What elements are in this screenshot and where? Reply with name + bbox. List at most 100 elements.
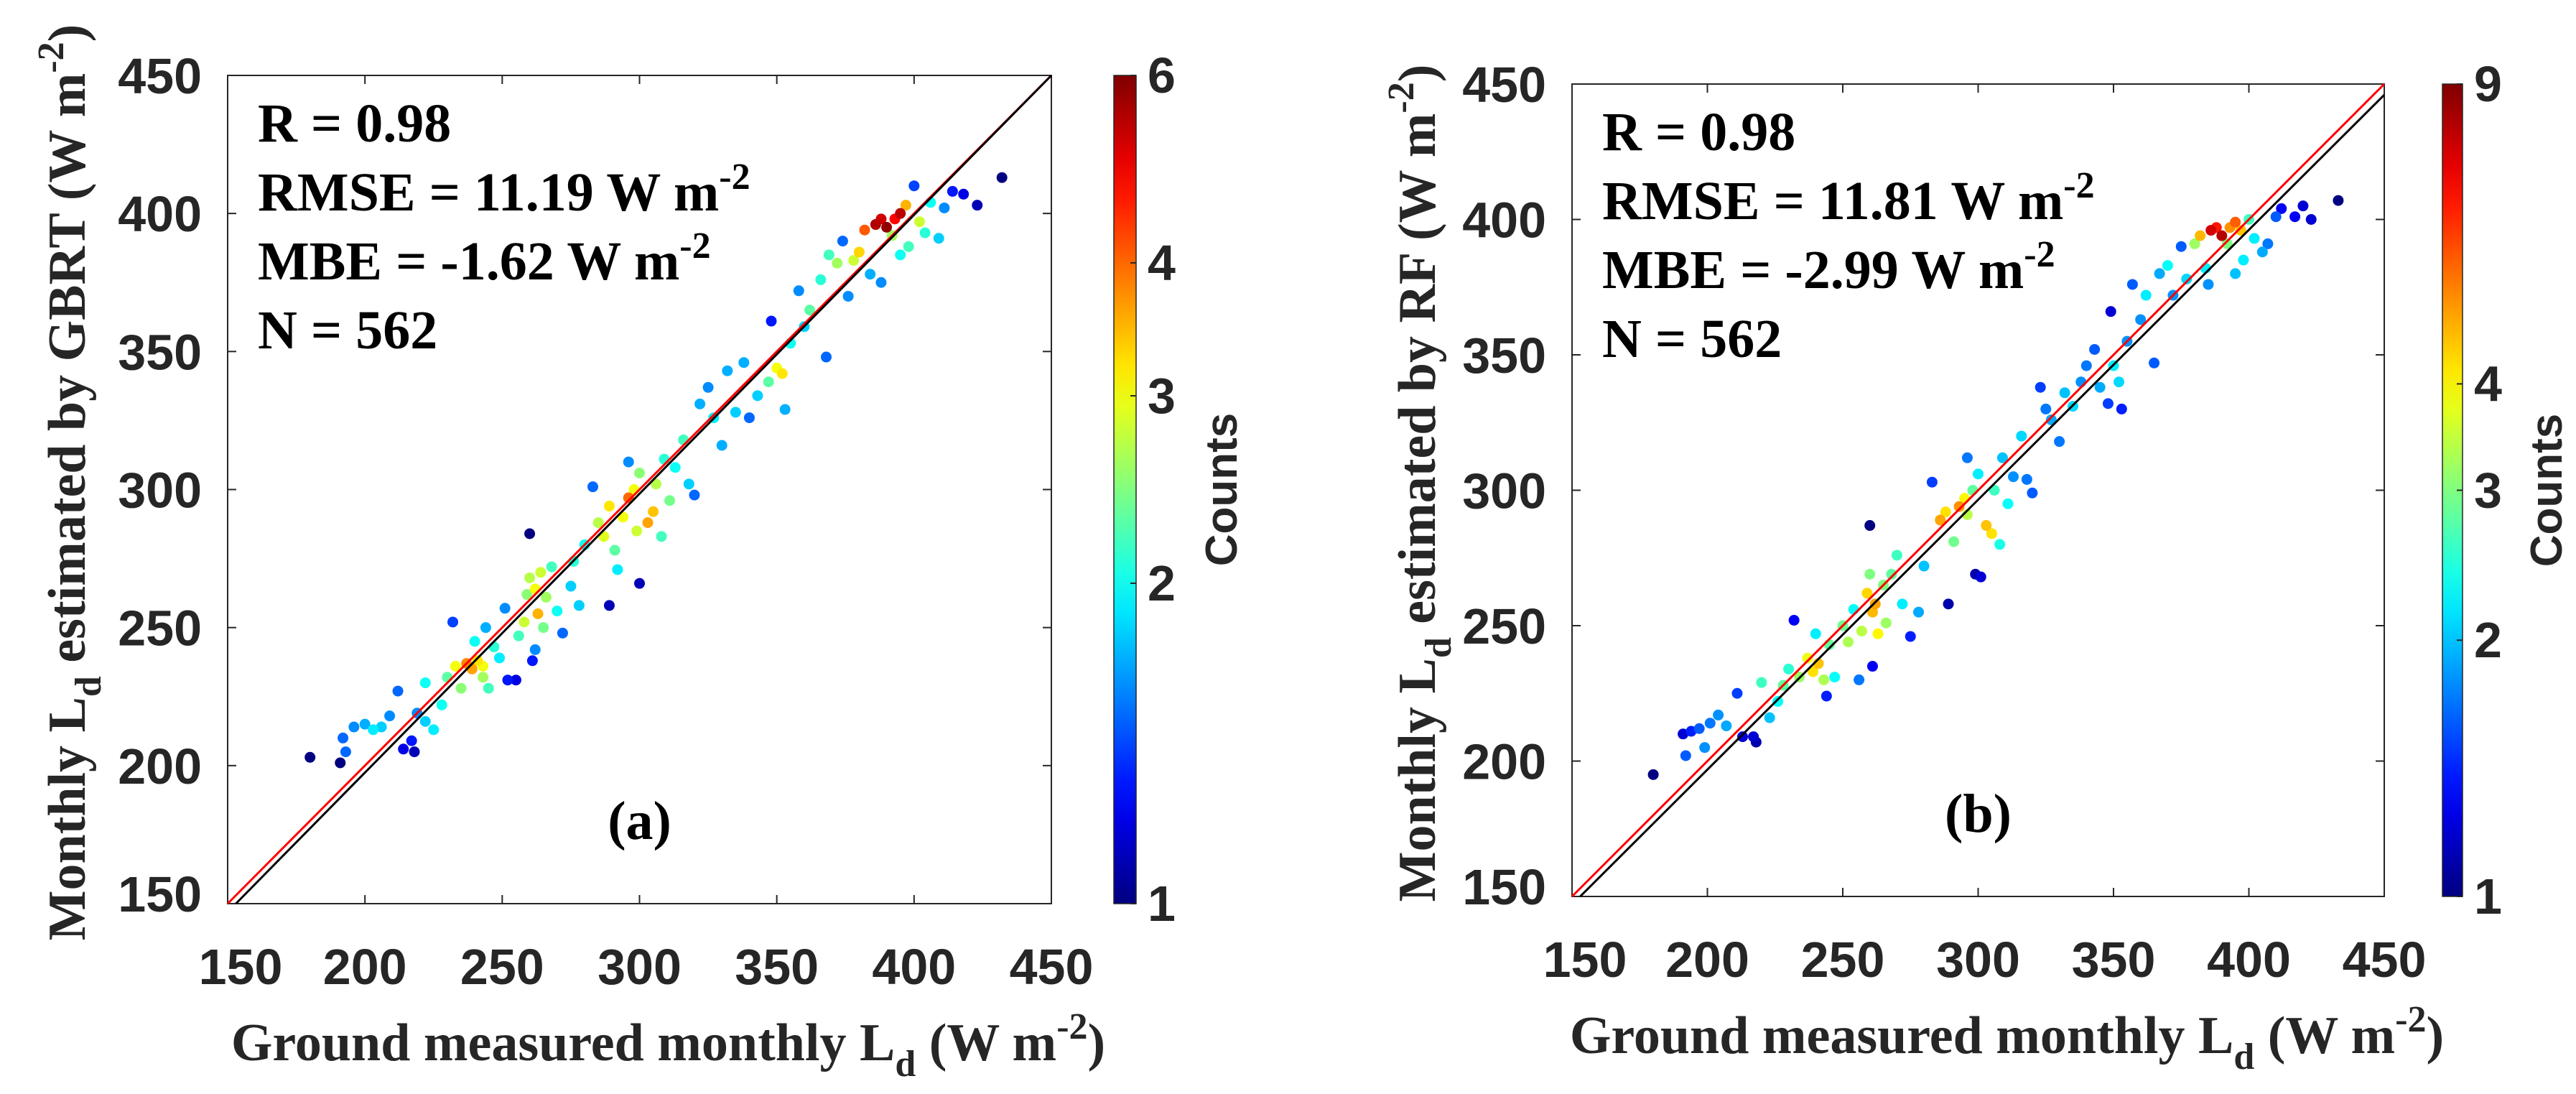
data-point — [587, 481, 599, 493]
data-point — [335, 757, 346, 769]
data-point — [469, 636, 480, 647]
data-point — [1913, 606, 1925, 618]
y-tick-label: 350 — [1462, 328, 1546, 384]
data-point — [1854, 674, 1865, 685]
stats-line: RMSE = 11.19 W m-2 — [258, 157, 750, 223]
data-point — [1843, 636, 1854, 648]
data-point — [603, 501, 615, 512]
data-point — [832, 257, 843, 269]
colorbar-tick-label: 3 — [1148, 368, 1176, 424]
data-point — [499, 603, 511, 614]
x-tick-label: 350 — [735, 939, 819, 995]
y-tick-label: 150 — [1462, 859, 1546, 915]
data-point — [1721, 720, 1732, 731]
x-tick-label: 450 — [2343, 932, 2427, 988]
data-point — [743, 412, 755, 424]
data-point — [612, 564, 623, 575]
data-point — [2054, 436, 2065, 448]
data-point — [2289, 211, 2301, 223]
data-point — [1731, 687, 1743, 699]
data-point — [683, 478, 694, 490]
y-tick-label: 300 — [118, 463, 202, 519]
data-point — [1948, 536, 1960, 547]
data-point — [2094, 381, 2106, 393]
data-point — [1848, 603, 1859, 615]
data-point — [1680, 750, 1691, 761]
data-point — [455, 682, 467, 694]
label-text: ) — [38, 24, 97, 42]
stats-text: RMSE = 11.19 W m — [258, 162, 719, 223]
label-text: Ground measured monthly L — [231, 1014, 896, 1072]
stats-superscript: -2 — [2063, 165, 2094, 206]
data-point — [919, 227, 931, 238]
colorbar-tick-label: 3 — [2474, 463, 2502, 519]
data-point — [716, 440, 727, 451]
data-point — [1829, 672, 1841, 683]
x-tick-label: 400 — [872, 939, 956, 995]
colorbar — [1113, 75, 1137, 904]
data-point — [659, 453, 670, 465]
data-point — [1943, 598, 1954, 610]
data-point — [1967, 485, 1979, 496]
data-point — [2126, 279, 2138, 290]
data-point — [450, 660, 461, 672]
data-point — [2102, 398, 2114, 409]
data-point — [913, 216, 925, 228]
data-point — [1996, 452, 2008, 463]
data-point — [1713, 709, 1724, 720]
data-point — [1699, 742, 1711, 754]
data-point — [634, 578, 645, 589]
data-point — [722, 365, 733, 376]
label-text: estimated by RF (W m — [1388, 113, 1447, 638]
data-point — [2016, 430, 2027, 442]
data-point — [738, 357, 750, 368]
data-point — [1961, 452, 1973, 463]
data-point — [870, 219, 881, 231]
stats-line: N = 562 — [258, 300, 437, 361]
data-point — [823, 249, 834, 261]
data-point — [1810, 628, 1821, 639]
data-point — [642, 517, 654, 529]
data-point — [1994, 539, 2006, 550]
data-point — [2305, 214, 2317, 225]
y-axis-label: Monthly Ld estimated by GBRT (W m-2) — [31, 24, 109, 941]
data-point — [1772, 696, 1784, 708]
data-point — [419, 715, 431, 727]
label-superscript: -2 — [1056, 1006, 1087, 1047]
data-point — [895, 249, 906, 261]
label-text: Monthly L — [38, 697, 97, 940]
data-point — [1693, 723, 1705, 734]
data-point — [565, 580, 577, 592]
data-point — [376, 721, 387, 733]
x-tick-label: 400 — [2207, 932, 2291, 988]
data-point — [2205, 225, 2217, 236]
data-point — [2235, 225, 2246, 236]
label-superscript: -2 — [2395, 999, 2426, 1040]
data-point — [2175, 241, 2187, 252]
colorbar-tick-label: 2 — [1148, 555, 1176, 611]
data-point — [776, 368, 788, 379]
panel-b: 150 200 250 300 350 400 450 150 200 250 300 350 400 4… — [1381, 56, 2572, 1077]
data-point — [2333, 195, 2344, 206]
data-point — [1886, 568, 1897, 580]
label-text: (W m — [916, 1014, 1056, 1072]
data-point — [603, 600, 615, 611]
x-tick-label: 450 — [1010, 939, 1094, 995]
data-point — [2135, 314, 2147, 325]
y-tick-label: 200 — [118, 738, 202, 794]
data-point — [1897, 598, 1908, 610]
label-text: ) — [2427, 1006, 2445, 1065]
data-point — [2195, 230, 2206, 241]
colorbar-label: Counts — [2522, 414, 2572, 567]
data-point — [1953, 501, 1965, 512]
x-tick-label: 250 — [1801, 932, 1885, 988]
data-point — [1918, 560, 1930, 572]
x-axis-label: Ground measured monthly Ld (W m-2) — [1570, 999, 2444, 1077]
data-point — [2040, 403, 2052, 414]
data-point — [1802, 652, 1813, 664]
stats-superscript: -2 — [719, 157, 750, 198]
data-point — [428, 724, 440, 736]
panel-label: (a) — [608, 791, 671, 851]
